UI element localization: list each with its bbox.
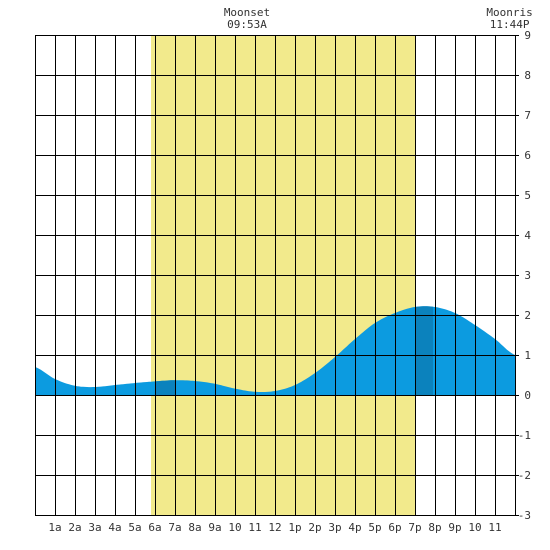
x-tick-label: 11: [488, 521, 501, 534]
x-tick-label: 8a: [188, 521, 201, 534]
y-tick-label: 3: [524, 269, 531, 282]
moon-event-label-2: Moonris: [486, 6, 532, 19]
y-tick-label: -2: [518, 469, 531, 482]
tide-area-dark-2: [415, 306, 433, 395]
x-tick-label: 1p: [288, 521, 301, 534]
x-tick-label: 12: [268, 521, 281, 534]
x-tick-label: 7a: [168, 521, 181, 534]
y-tick-label: -3: [518, 509, 531, 522]
x-tick-label: 2a: [68, 521, 81, 534]
x-tick-label: 1a: [48, 521, 61, 534]
x-tick-label: 11: [248, 521, 261, 534]
x-tick-label: 10: [468, 521, 481, 534]
y-tick-label: 7: [524, 109, 531, 122]
x-tick-label: 10: [228, 521, 241, 534]
x-tick-label: 4p: [348, 521, 361, 534]
moon-event-time-1: 09:53A: [227, 18, 267, 31]
x-tick-label: 7p: [408, 521, 421, 534]
x-tick-label: 3a: [88, 521, 101, 534]
x-tick-label: 3p: [328, 521, 341, 534]
x-tick-label: 4a: [108, 521, 121, 534]
y-tick-label: -1: [518, 429, 531, 442]
y-tick-label: 9: [524, 29, 531, 42]
moon-event-label-1: Moonset: [224, 6, 270, 19]
x-tick-label: 2p: [308, 521, 321, 534]
x-tick-labels: 1a 2a 3a 4a 5a 6a 7a 8a 9a 10 11 12 1p 2p 3p 4p 5p 6p 7p 8p…: [48, 521, 501, 534]
y-tick-label: 2: [524, 309, 531, 322]
x-tick-label: 5a: [128, 521, 141, 534]
y-tick-label: 0: [524, 389, 531, 402]
x-tick-label: 9p: [448, 521, 461, 534]
y-tick-labels: -3 -2 -1 0 1 2 3 4 5 6 7 8 9: [518, 29, 532, 522]
y-tick-label: 4: [524, 229, 531, 242]
moon-event-time-2: 11:44P: [490, 18, 530, 31]
x-tick-label: 5p: [368, 521, 381, 534]
y-tick-label: 8: [524, 69, 531, 82]
grid-layer: [35, 35, 519, 516]
x-tick-label: 6p: [388, 521, 401, 534]
x-tick-label: 6a: [148, 521, 161, 534]
y-tick-label: 5: [524, 189, 531, 202]
tide-area-dark-1: [155, 380, 175, 395]
y-tick-label: 1: [524, 349, 531, 362]
y-tick-label: 6: [524, 149, 531, 162]
x-tick-label: 8p: [428, 521, 441, 534]
x-tick-label: 9a: [208, 521, 221, 534]
